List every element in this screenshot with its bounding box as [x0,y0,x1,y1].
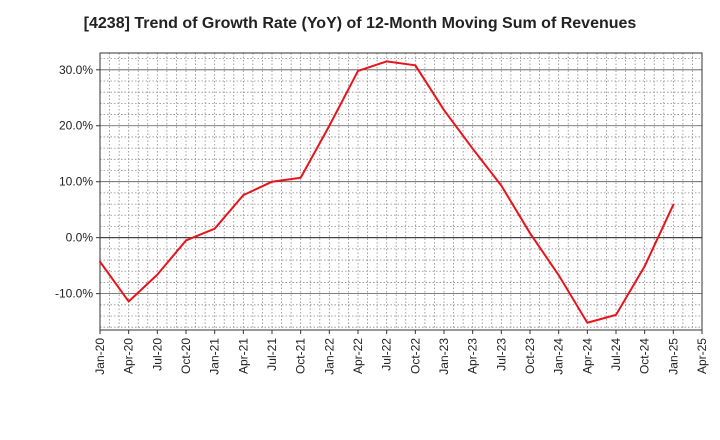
x-tick-label: Apr-24 [580,338,594,374]
x-tick-label: Oct-21 [294,338,308,374]
x-tick-label: Oct-24 [638,338,652,374]
x-tick-label: Jul-23 [494,338,508,371]
y-tick-label: 30.0% [59,63,93,77]
x-tick-label: Apr-25 [695,338,709,374]
x-tick-label: Apr-21 [236,338,250,374]
x-tick-label: Jul-20 [150,338,164,371]
y-tick-label: 0.0% [66,231,94,245]
x-tick-label: Oct-23 [523,338,537,374]
y-tick-label: 20.0% [59,119,93,133]
x-tick-label: Jul-24 [609,338,623,371]
x-tick-label: Jan-22 [322,338,336,375]
x-tick-label: Jan-25 [666,338,680,375]
growth-rate-line [99,60,675,324]
chart-title: [4238] Trend of Growth Rate (YoY) of 12-… [83,15,637,32]
x-tick-label: Jan-23 [437,338,451,375]
x-tick-label: Jan-21 [208,338,222,375]
x-tick-label: Oct-20 [179,338,193,374]
plot-frame [99,52,703,331]
x-tick-label: Jan-24 [552,338,566,375]
x-tick-label: Jul-21 [265,338,279,371]
x-tick-label: Oct-22 [408,338,422,374]
y-tick-label: 10.0% [59,175,93,189]
x-tick-label: Apr-20 [122,338,136,374]
x-tick-label: Apr-22 [351,338,365,374]
y-tick-label: -10.0% [55,287,93,301]
x-tick-label: Jul-22 [380,338,394,371]
x-tick-label: Jan-20 [93,338,107,375]
x-tick-label: Apr-23 [466,338,480,374]
